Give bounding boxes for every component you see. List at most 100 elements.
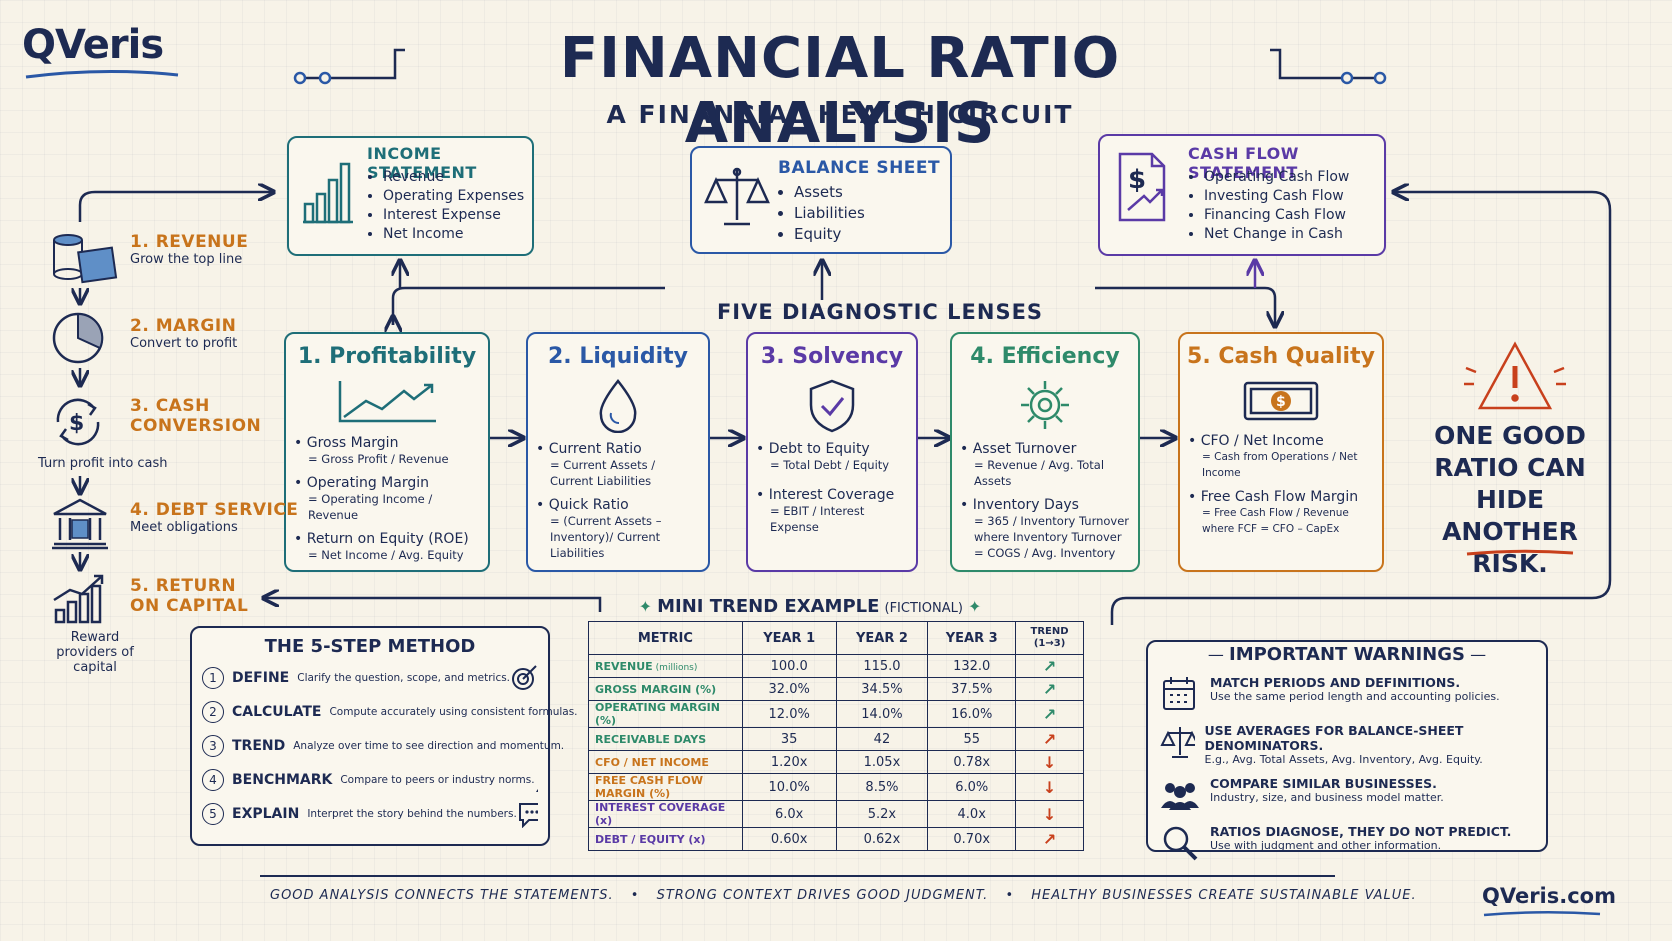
column-header: TREND (1→3) <box>1015 621 1084 655</box>
banknote-icon: $ <box>1243 381 1319 421</box>
cash-flow-statement-list: Operating Cash Flow Investing Cash Flow … <box>1188 168 1349 244</box>
table-cell: 6.0% <box>927 773 1017 801</box>
list-item: Net Change in Cash <box>1204 225 1349 244</box>
table-cell: 10.0% <box>741 773 837 801</box>
brand-logo-text: QVeris <box>22 22 164 68</box>
target-icon <box>512 665 537 690</box>
metric-name: CFO / NET INCOME <box>595 755 709 769</box>
bar-chart-icon <box>303 162 353 224</box>
scale-icon <box>1160 727 1195 758</box>
list-item: Operating Expenses <box>383 187 524 206</box>
callout-underline <box>1466 549 1574 556</box>
metric-cell: CFO / NET INCOME <box>588 750 743 774</box>
warning-title: USE AVERAGES FOR BALANCE-SHEET DENOMINAT… <box>1204 723 1464 753</box>
lens-efficiency: 4. Efficiency Asset Turnover = Revenue /… <box>950 332 1140 572</box>
table-header-row: METRIC YEAR 1 YEAR 2 YEAR 3 TREND (1→3) <box>588 621 1084 655</box>
metric-cell: REVENUE (millions) <box>588 654 743 678</box>
table-cell: 37.5% <box>927 677 1017 701</box>
table-cell: 6.0x <box>741 800 837 828</box>
stage-cash-conversion: 3. Cash Conversion <box>130 396 261 436</box>
method-title: THE 5-STEP METHOD <box>264 636 476 657</box>
cash-flow-statement-title: CASH FLOW STATEMENT <box>1188 144 1299 182</box>
footer-item: GOOD ANALYSIS CONNECTS THE STATEMENTS. <box>270 888 614 903</box>
lenses-title: FIVE DIAGNOSTIC LENSES <box>716 300 1044 324</box>
warning-item: USE AVERAGES FOR BALANCE-SHEET DENOMINAT… <box>1160 723 1534 766</box>
growth-chart-icon <box>53 574 104 624</box>
warning-callout: ONE GOOD RATIO CAN HIDE ANOTHER RISK. <box>1434 421 1586 578</box>
list-item: Assets <box>794 182 865 203</box>
list-item: Investing Cash Flow <box>1204 187 1349 206</box>
income-statement-list: Revenue Operating Expenses Interest Expe… <box>367 168 524 244</box>
warning-item: RATIOS DIAGNOSE, THEY DO NOT PREDICT. Use… <box>1160 824 1534 862</box>
trend-line-icon <box>338 381 436 423</box>
step-description: Interpret the story behind the numbers. <box>307 808 517 820</box>
table-cell: 35 <box>741 727 837 751</box>
warning-title: COMPARE SIMILAR BUSINESSES. <box>1210 776 1437 791</box>
cash-document-icon: $ <box>1118 152 1166 222</box>
brand-logo: QVeris <box>22 22 182 87</box>
trend-up-icon: ↗ <box>1015 677 1084 701</box>
balance-sheet-box: BALANCE SHEET Assets Liabilities Equity <box>690 146 952 254</box>
table-row: GROSS MARGIN (%) 32.0% 34.5% 37.5% ↗ <box>588 677 1084 701</box>
lens-title: 3. Solvency <box>760 344 904 369</box>
stage-subtitle: Turn profit into cash <box>38 456 168 471</box>
method-step: 3 TREND Analyze over time to see direction… <box>202 729 564 763</box>
warnings-title: IMPORTANT WARNINGS <box>1229 644 1465 665</box>
stage-subtitle: Reward providers of capital <box>56 630 134 675</box>
warning-title: MATCH PERIODS AND DEFINITIONS. <box>1210 675 1461 690</box>
list-item: Operating Cash Flow <box>1204 168 1349 187</box>
warning-item: MATCH PERIODS AND DEFINITIONS. Use the sa… <box>1160 675 1534 713</box>
water-drop-icon <box>599 378 637 433</box>
stage-subtitle: Grow the top line <box>130 252 243 267</box>
logo-underline <box>25 69 179 79</box>
trend-table-body: REVENUE (millions) 100.0 115.0 132.0 ↗ GROSS M… <box>588 654 1084 851</box>
ratio-name: Current Ratio <box>536 441 700 457</box>
column-header: YEAR 2 <box>835 621 929 655</box>
table-cell: 1.05x <box>835 750 929 774</box>
table-cell: 0.70x <box>927 827 1017 851</box>
ratio-name: Gross Margin <box>294 435 480 451</box>
people-icon <box>1161 783 1199 810</box>
metric-cell: FREE CASH FLOW MARGIN (%) <box>588 773 743 801</box>
speech-bubble-icon <box>518 803 538 828</box>
trend-up-icon: ↗ <box>1015 827 1084 851</box>
warning-title: RATIOS DIAGNOSE, THEY DO NOT PREDICT. <box>1210 824 1512 839</box>
lens-liquidity: 2. Liquidity Current Ratio = Current Ass… <box>526 332 710 572</box>
coins-icon <box>53 234 118 284</box>
svg-text:$: $ <box>69 411 84 436</box>
trend-up-icon: ↗ <box>1015 700 1084 728</box>
list-item: Interest Expense <box>383 206 524 225</box>
table-cell: 34.5% <box>835 677 929 701</box>
list-item: Net Income <box>383 225 524 244</box>
balance-sheet-list: Assets Liabilities Equity <box>778 182 865 245</box>
trend-up-icon: ↗ <box>1015 727 1084 751</box>
step-name: EXPLAIN <box>232 806 300 822</box>
metric-name: GROSS MARGIN (%) <box>595 682 717 696</box>
step-description: Compare to peers or industry norms. <box>340 774 535 786</box>
page-subtitle: A FINANCIAL HEALTH CIRCUIT <box>606 100 1074 129</box>
step-description: Clarify the question, scope, and metrics… <box>297 672 511 684</box>
warning-description: E.g., Avg. Total Assets, Avg. Inventory,… <box>1204 753 1483 766</box>
ratio-formula: = Net Income / Avg. Equity <box>308 548 464 562</box>
table-cell: 4.0x <box>927 800 1017 828</box>
svg-text:$: $ <box>1128 165 1146 195</box>
table-row: OPERATING MARGIN (%) 12.0% 14.0% 16.0% ↗ <box>588 700 1084 728</box>
scale-icon <box>704 167 770 226</box>
cash-flow-statement-box: $ CASH FLOW STATEMENT Operating Cash Flo… <box>1098 134 1386 256</box>
shield-check-icon <box>809 379 855 433</box>
metric-name: REVENUE <box>595 659 653 673</box>
income-statement-box: INCOME STATEMENT Revenue Operating Expen… <box>287 136 534 256</box>
footer-item: STRONG CONTEXT DRIVES GOOD JUDGMENT. <box>656 888 989 903</box>
lens-title: 2. Liquidity <box>548 344 688 369</box>
ratio-formula: = Revenue / Avg. Total Assets <box>974 458 1105 488</box>
table-row: CFO / NET INCOME 1.20x 1.05x 0.78x ↓ <box>588 750 1084 774</box>
list-item: Liabilities <box>794 203 865 224</box>
metric-name: RECEIVABLE DAYS <box>595 732 707 746</box>
svg-text:$: $ <box>1276 394 1286 410</box>
people-icon <box>535 788 538 792</box>
stage-title: 2. Margin <box>130 316 237 336</box>
table-cell: 132.0 <box>927 654 1017 678</box>
trend-title: MINI TREND EXAMPLE <box>657 596 880 617</box>
step-number: 2 <box>202 701 224 723</box>
